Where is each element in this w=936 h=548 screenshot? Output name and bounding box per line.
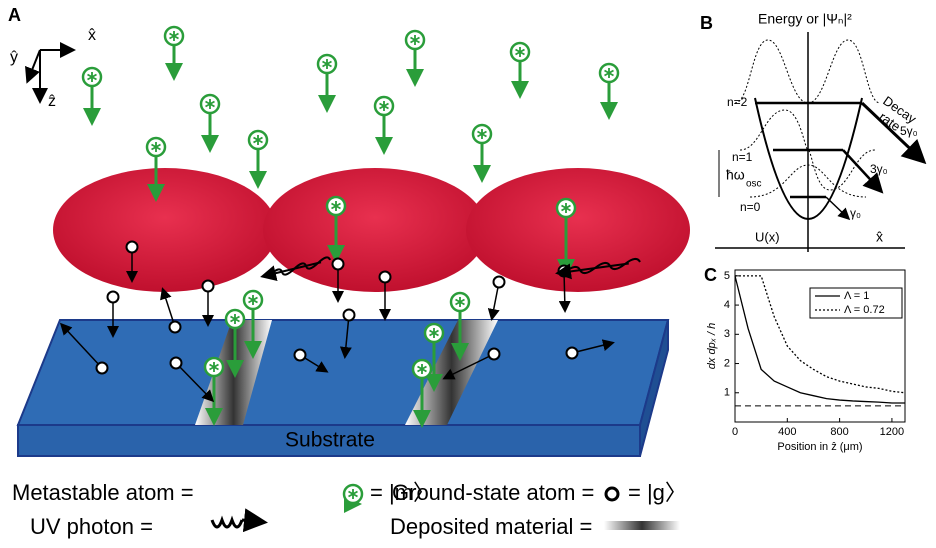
- legend-ground-icon: [606, 488, 618, 500]
- y-tick-label: 3: [724, 328, 730, 340]
- y-tick-label: 2: [724, 357, 730, 369]
- substrate-label: Substrate: [285, 429, 375, 452]
- substrate-top: [18, 320, 668, 425]
- legend-text: Ground-state atom =: [392, 480, 594, 505]
- x-tick-label: 400: [778, 426, 796, 438]
- x-tick-label: 800: [830, 426, 848, 438]
- axis-label: x̂: [876, 229, 883, 245]
- panel-label: C: [704, 265, 717, 285]
- level-label: n=1: [732, 150, 753, 164]
- legend-text: Deposited material =: [390, 514, 592, 539]
- axis-label: x̂: [88, 27, 96, 44]
- spacing-label: osc: [746, 179, 762, 190]
- rate-label: 5γ₀: [900, 124, 918, 138]
- legend-photon-icon: [212, 520, 242, 527]
- panel-label: A: [8, 5, 21, 25]
- figure: A x̂ ŷ ẑ Substrate Metastable atom = = |…: [0, 0, 936, 543]
- rate-label: 3γ₀: [870, 162, 888, 176]
- level-label: n=0: [740, 200, 761, 214]
- legend-label: Λ = 0.72: [844, 304, 885, 316]
- panel-title: Energy or |Ψₙ|²: [758, 11, 852, 27]
- axis-label: ẑ: [48, 93, 56, 110]
- legend-text: = |g〉: [628, 480, 687, 505]
- axis-label: ŷ: [10, 49, 18, 66]
- legend-deposit-icon: [604, 521, 680, 530]
- lens: [263, 168, 487, 292]
- y-axis-label: dx dpₓ / h: [706, 323, 718, 369]
- ground-atom: [108, 292, 119, 303]
- y-tick-label: 4: [724, 299, 730, 311]
- legend-text: UV photon =: [30, 514, 153, 539]
- y-tick-label: 5: [724, 270, 730, 282]
- ground-atom: [494, 277, 505, 288]
- legend-photon-icon: [242, 520, 262, 522]
- rate-label: γ₀: [850, 206, 861, 220]
- ground-atom: [203, 281, 214, 292]
- panel-b: B Energy or |Ψₙ|² x̂ n=2 n=1 n=0 ħω osc …: [700, 11, 922, 252]
- potential-label: U(x): [755, 229, 780, 244]
- ground-atom: [380, 272, 391, 283]
- lens: [466, 168, 690, 292]
- x-tick-label: 0: [732, 426, 738, 438]
- ground-atom: [171, 358, 182, 369]
- y-tick-label: 1: [724, 387, 730, 399]
- ground-atom: [170, 322, 181, 333]
- spacing-label: ħω: [726, 167, 745, 183]
- x-tick-label: 1200: [880, 426, 904, 438]
- ground-atom: [567, 348, 578, 359]
- panel-a: A x̂ ŷ ẑ Substrate Metastable atom = = |…: [8, 5, 690, 539]
- legend-text: Metastable atom =: [12, 480, 194, 505]
- decay-arrow: [826, 197, 848, 218]
- ground-atom: [97, 363, 108, 374]
- ground-atom: [127, 242, 138, 253]
- ground-atom: [489, 349, 500, 360]
- panel-label: B: [700, 13, 713, 33]
- lens: [53, 168, 277, 292]
- ground-atom: [344, 310, 355, 321]
- axis-arrow: [28, 50, 40, 80]
- ground-atom: [295, 350, 306, 361]
- legend-label: Λ = 1: [844, 290, 869, 302]
- x-axis-label: Position in ẑ (μm): [777, 441, 862, 453]
- panel-c: C dx dpₓ / h Position in ẑ (μm) 0 400 800 1…: [704, 265, 905, 453]
- level-label: n=2: [727, 95, 748, 109]
- ground-atom: [333, 259, 344, 270]
